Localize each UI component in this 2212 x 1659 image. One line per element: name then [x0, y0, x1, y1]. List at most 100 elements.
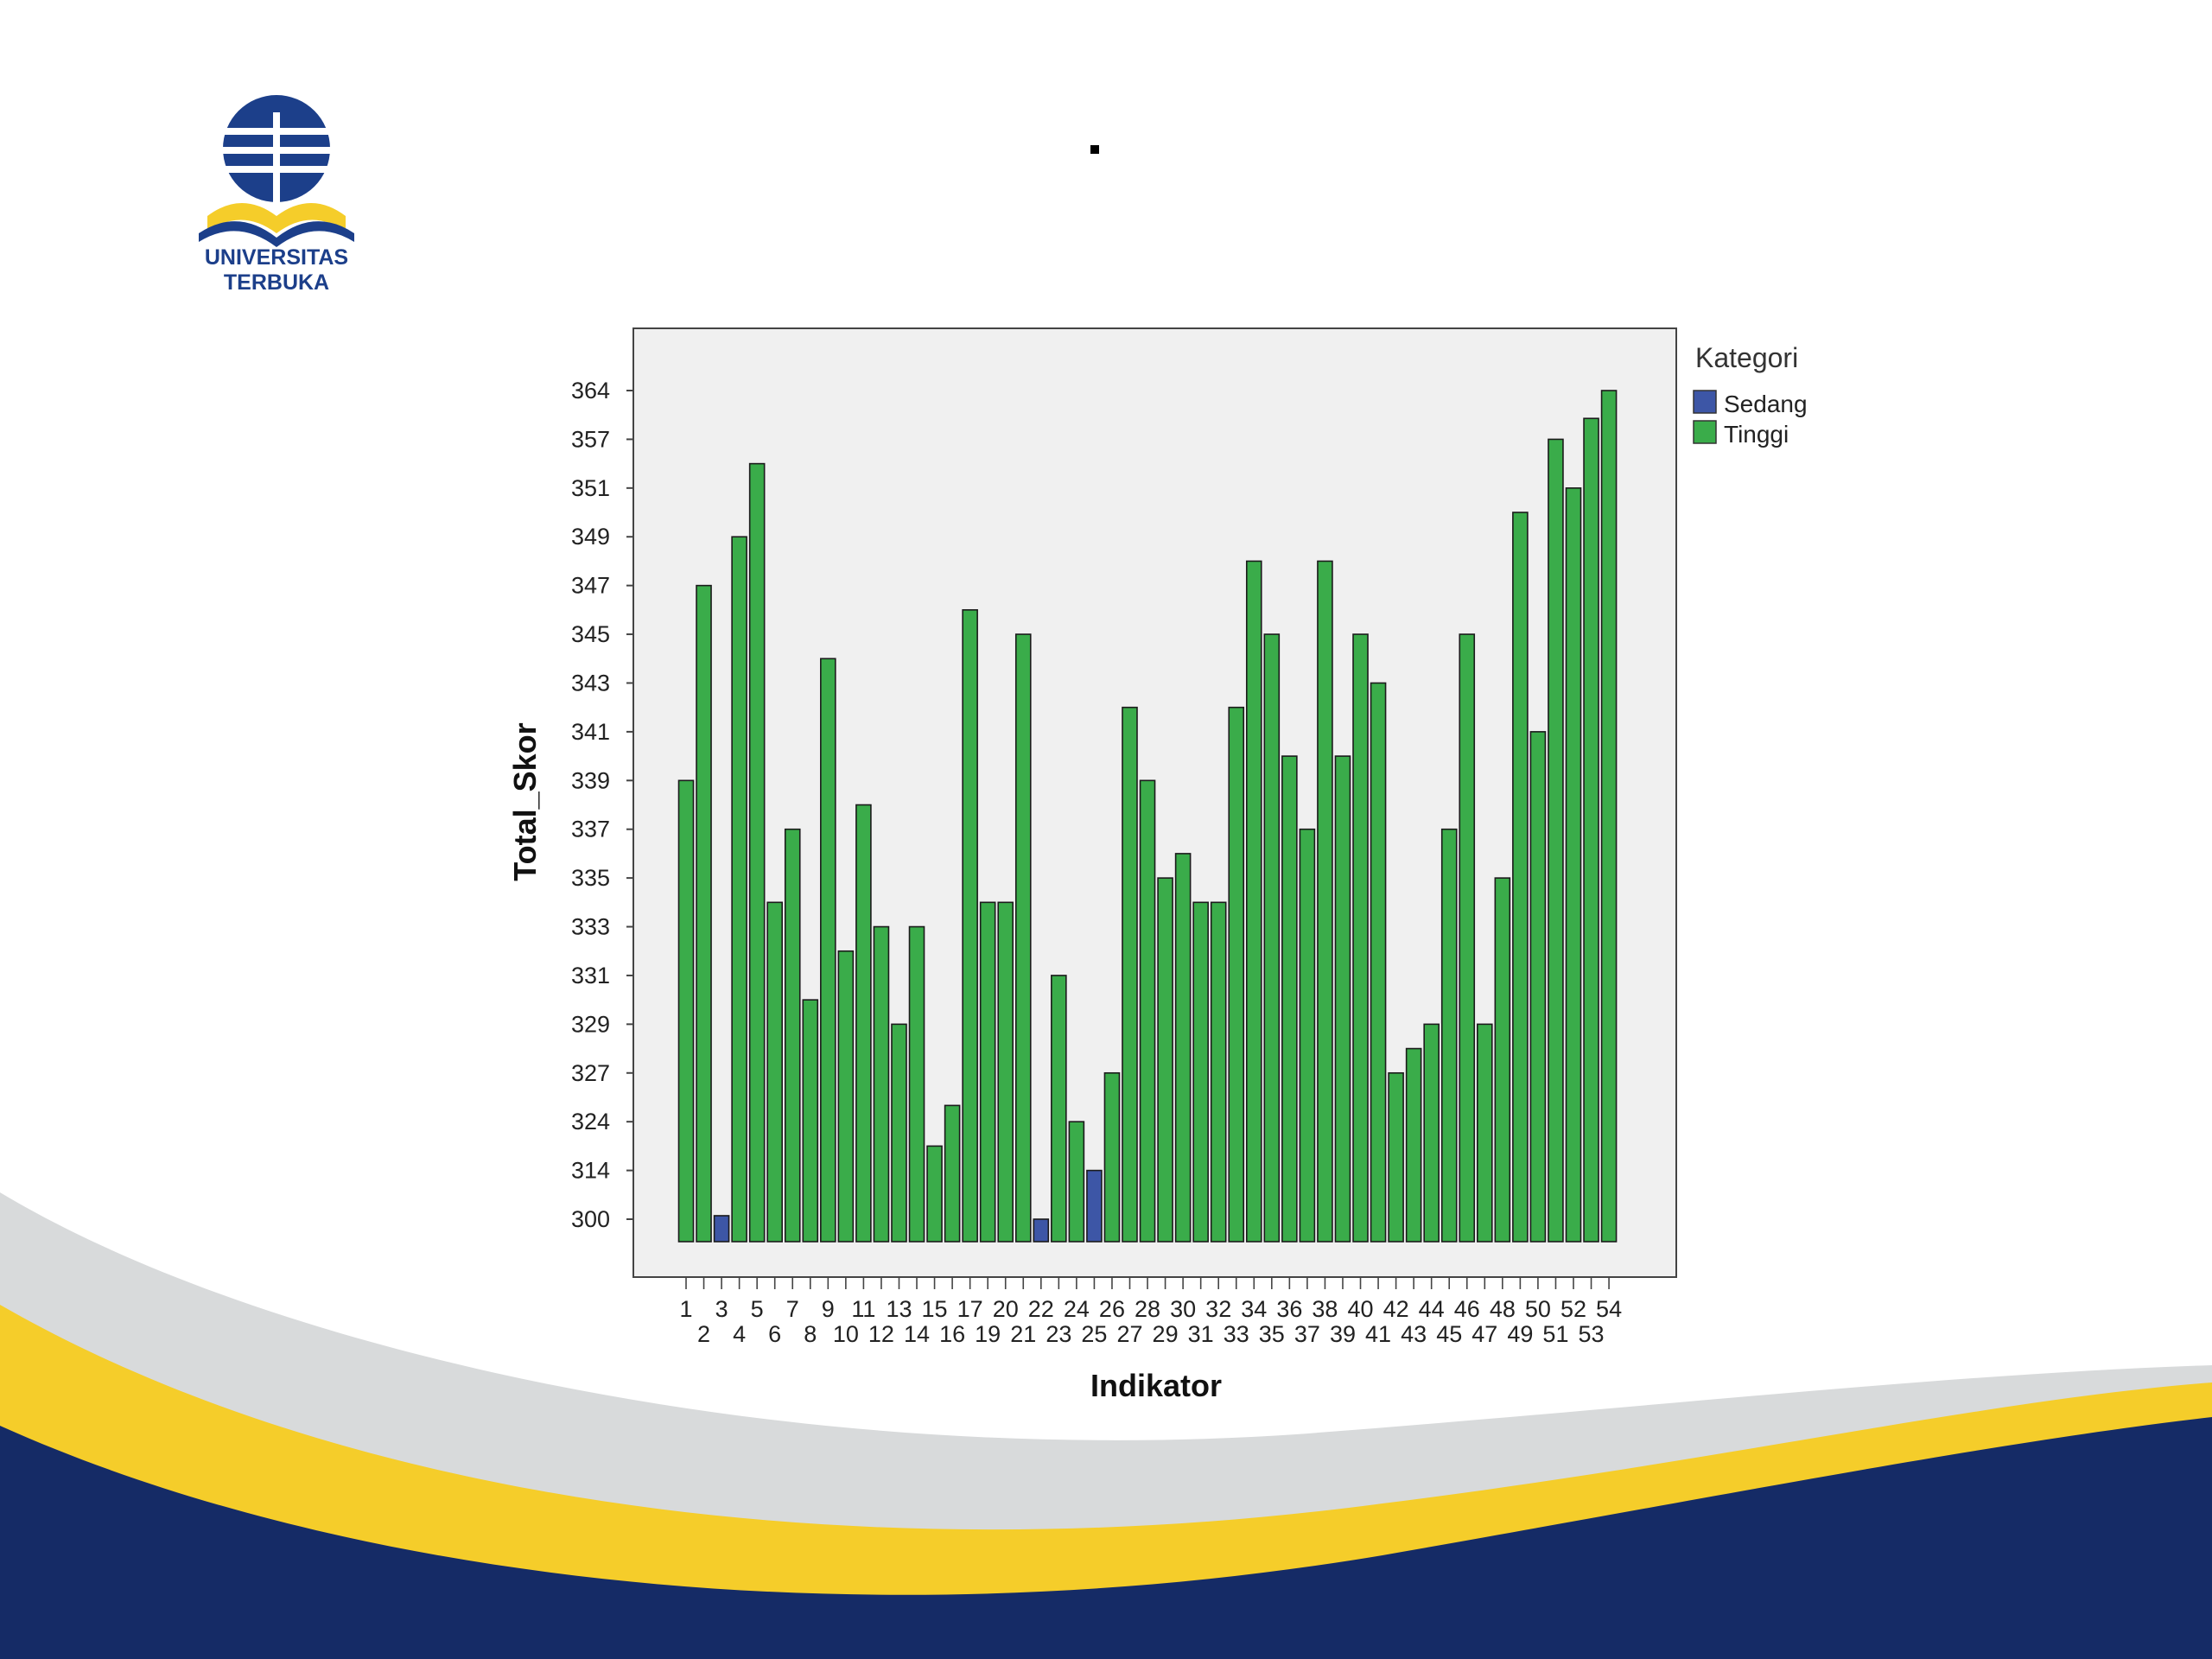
y-tick-label: 327	[571, 1060, 610, 1086]
x-tick-label: 51	[1542, 1321, 1568, 1347]
bar-12	[873, 925, 890, 1243]
bar-20	[997, 901, 1014, 1243]
bar-48	[1494, 877, 1511, 1243]
bar-49	[1512, 512, 1529, 1243]
y-tick-label: 333	[571, 914, 610, 940]
x-tick-label: 14	[904, 1321, 930, 1347]
bar-19	[979, 901, 996, 1243]
y-tick-label: 343	[571, 670, 610, 696]
bar-21	[1014, 633, 1032, 1243]
bar-41	[1370, 682, 1387, 1243]
universitas-terbuka-logo	[199, 95, 354, 247]
x-tick-label: 5	[751, 1296, 764, 1322]
y-tick-label: 339	[571, 767, 610, 793]
x-tick-label: 42	[1383, 1296, 1409, 1322]
x-tick-label: 43	[1401, 1321, 1427, 1347]
x-tick-label: 6	[768, 1321, 781, 1347]
x-tick-label: 27	[1116, 1321, 1142, 1347]
legend-title: Kategori	[1695, 342, 1798, 373]
bar-27	[1122, 706, 1138, 1243]
x-tick-label: 8	[804, 1321, 817, 1347]
legend-label-tinggi: Tinggi	[1724, 421, 1789, 448]
x-tick-label: 53	[1579, 1321, 1605, 1347]
x-tick-label: 17	[957, 1296, 983, 1322]
x-tick-label: 15	[922, 1296, 948, 1322]
bar-30	[1174, 853, 1192, 1243]
x-tick-label: 24	[1064, 1296, 1090, 1322]
x-tick-label: 47	[1471, 1321, 1497, 1347]
x-tick-label: 22	[1028, 1296, 1054, 1322]
y-tick-label: 349	[571, 524, 610, 550]
bar-51	[1548, 438, 1564, 1243]
x-tick-label: 41	[1365, 1321, 1391, 1347]
x-tick-label: 35	[1259, 1321, 1285, 1347]
legend-swatch-sedang	[1693, 390, 1717, 414]
x-tick-label: 31	[1188, 1321, 1214, 1347]
x-tick-label: 37	[1294, 1321, 1320, 1347]
bar-46	[1459, 633, 1476, 1243]
x-tick-label: 39	[1330, 1321, 1356, 1347]
y-tick-label: 314	[571, 1158, 610, 1184]
bar-44	[1423, 1023, 1440, 1243]
x-tick-label: 4	[733, 1321, 746, 1347]
x-tick-label: 21	[1010, 1321, 1036, 1347]
bar-36	[1281, 755, 1298, 1243]
bar-1	[677, 779, 695, 1243]
bar-28	[1139, 779, 1156, 1243]
legend-label-sedang: Sedang	[1724, 391, 1808, 417]
bar-23	[1051, 975, 1067, 1243]
y-tick-label: 357	[571, 426, 610, 452]
x-tick-label: 20	[993, 1296, 1019, 1322]
x-tick-label: 34	[1241, 1296, 1267, 1322]
x-tick-label: 54	[1596, 1296, 1622, 1322]
bar-43	[1405, 1047, 1422, 1243]
y-tick-label: 335	[571, 865, 610, 891]
y-tick-label: 347	[571, 573, 610, 599]
x-tick-label: 7	[786, 1296, 799, 1322]
bar-34	[1245, 560, 1262, 1243]
bar-29	[1157, 877, 1173, 1243]
y-tick-label: 351	[571, 475, 610, 501]
bar-45	[1440, 828, 1458, 1243]
bar-42	[1388, 1071, 1404, 1243]
slide-title-dot	[1090, 145, 1099, 154]
bar-47	[1477, 1023, 1493, 1243]
x-tick-label: 9	[822, 1296, 835, 1322]
x-tick-label: 49	[1507, 1321, 1533, 1347]
bar-7	[784, 828, 801, 1243]
bar-38	[1317, 560, 1333, 1243]
bar-22	[1033, 1218, 1050, 1243]
bar-14	[908, 925, 925, 1243]
bar-39	[1334, 755, 1351, 1243]
bar-10	[837, 950, 855, 1243]
x-tick-label: 30	[1170, 1296, 1196, 1322]
bar-35	[1263, 633, 1281, 1243]
x-tick-label: 50	[1525, 1296, 1551, 1322]
bar-52	[1565, 487, 1582, 1243]
x-tick-label: 1	[679, 1296, 692, 1322]
y-tick-label: 364	[571, 378, 610, 404]
x-tick-label: 19	[975, 1321, 1001, 1347]
bar-33	[1228, 706, 1245, 1243]
x-tick-label: 44	[1419, 1296, 1445, 1322]
bar-26	[1103, 1071, 1121, 1243]
x-tick-label: 48	[1490, 1296, 1516, 1322]
bar-25	[1086, 1169, 1103, 1243]
bar-24	[1068, 1121, 1085, 1243]
x-tick-label: 10	[833, 1321, 859, 1347]
x-tick-label: 12	[868, 1321, 894, 1347]
x-tick-label: 40	[1347, 1296, 1373, 1322]
bar-53	[1583, 417, 1599, 1243]
x-tick-label: 36	[1276, 1296, 1302, 1322]
y-tick-label: 329	[571, 1011, 610, 1037]
y-axis-title: Total_Skor	[507, 722, 543, 880]
bar-13	[891, 1023, 907, 1243]
bar-16	[944, 1104, 961, 1243]
bar-37	[1299, 828, 1316, 1243]
bar-40	[1352, 633, 1369, 1243]
bar-32	[1210, 901, 1227, 1243]
x-tick-label: 25	[1081, 1321, 1107, 1347]
y-tick-label: 331	[571, 963, 610, 988]
